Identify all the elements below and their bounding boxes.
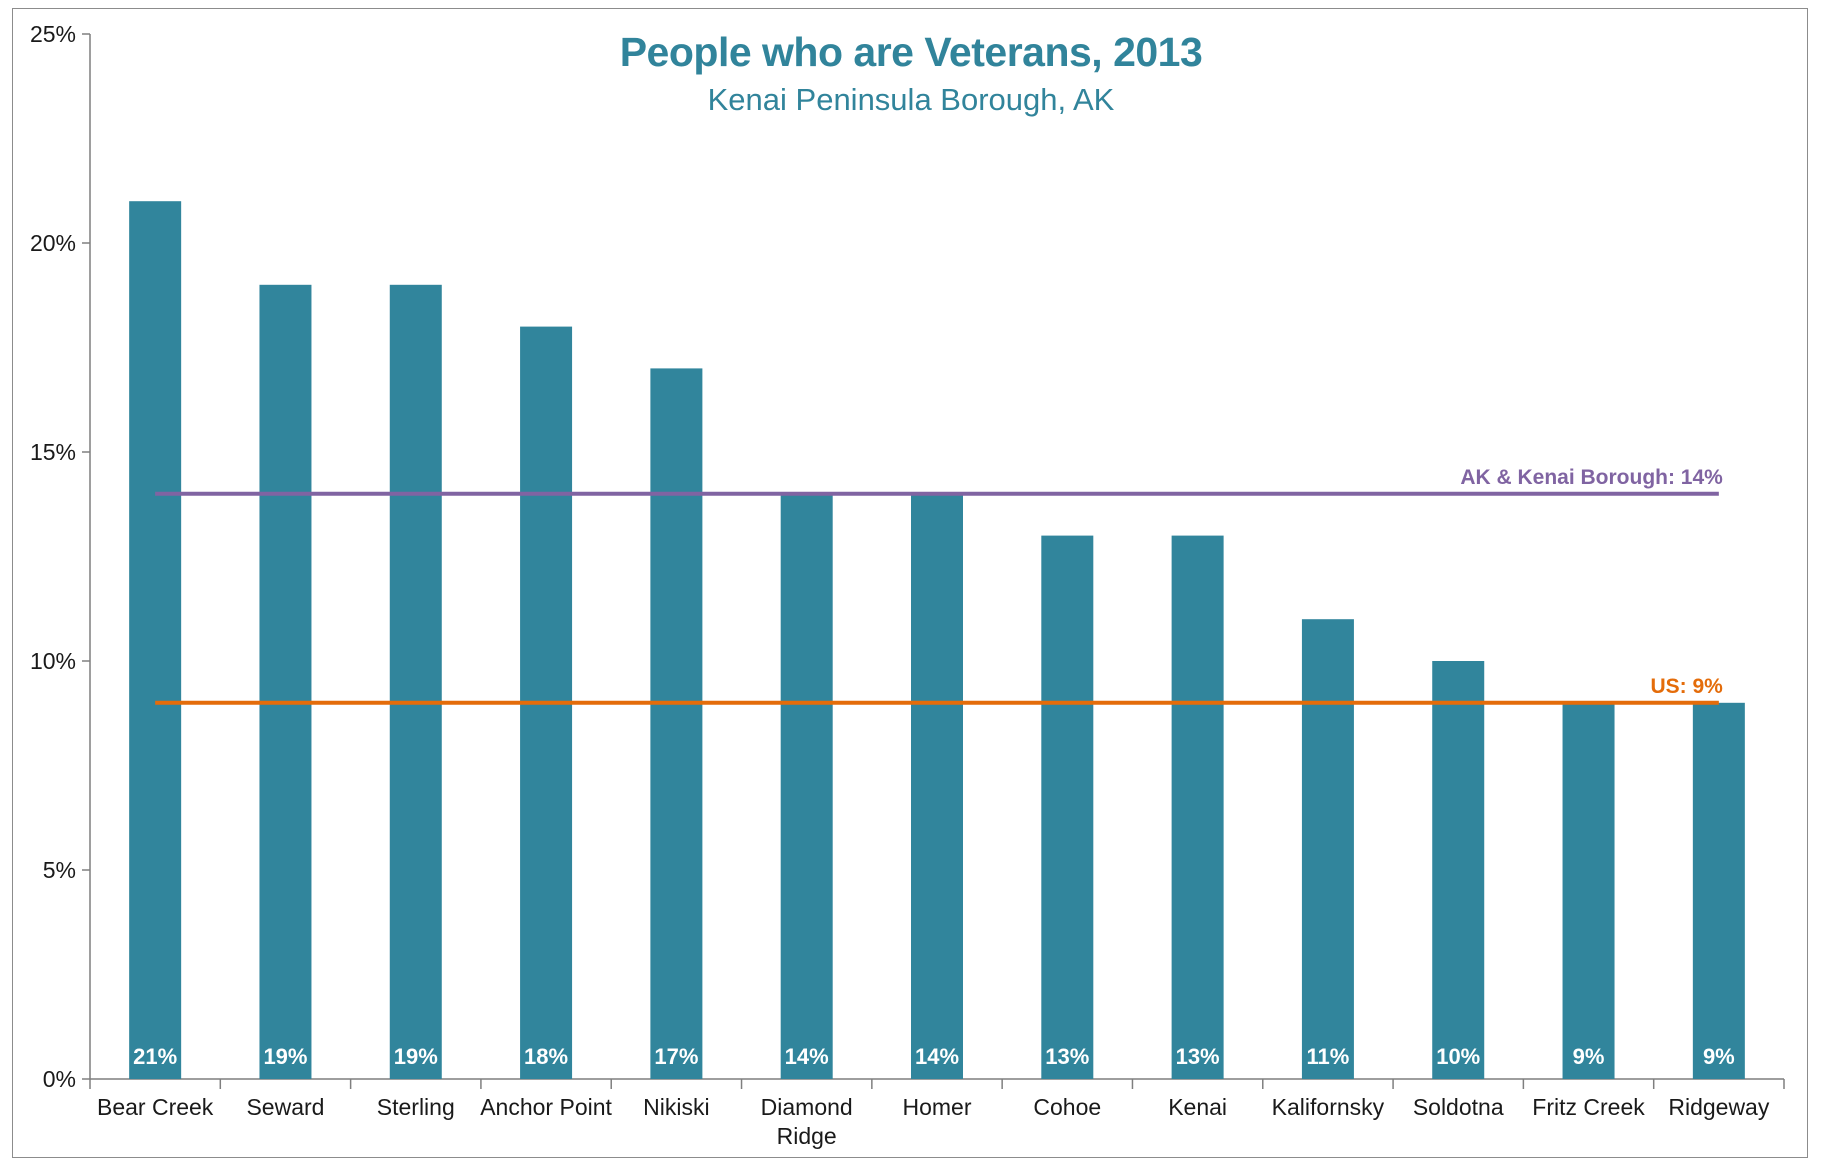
category-label: Nikiski [643, 1094, 709, 1120]
category-label: Ridgeway [1668, 1094, 1769, 1120]
category-label: Kalifornsky [1272, 1094, 1385, 1120]
bar [1301, 619, 1354, 1079]
bar-value-label: 11% [1307, 1044, 1350, 1069]
bar [911, 493, 963, 1079]
bar [1692, 702, 1745, 1079]
y-axis: 0% 5% 10% 15% 20% 25% [30, 21, 91, 1092]
category-label: Fritz Creek [1532, 1094, 1645, 1120]
bar [129, 201, 182, 1079]
chart-title: People who are Veterans, 2013 [620, 29, 1203, 75]
category-labels: Bear Creek Seward Sterling Anchor Point Niki… [97, 1094, 1770, 1149]
bar-value-label: 14% [915, 1044, 959, 1069]
category-label: Homer [902, 1094, 971, 1120]
category-label: Diamond Ridge [761, 1094, 853, 1149]
bar-value-label: 13% [1176, 1044, 1220, 1069]
chart-subtitle: Kenai Peninsula Borough, AK [708, 82, 1115, 117]
y-tick-label: 5% [43, 857, 76, 883]
bars [129, 201, 1745, 1080]
bar [259, 284, 312, 1079]
reference-line-label: US: 9% [1650, 675, 1723, 698]
y-tick-label: 10% [30, 648, 76, 674]
chart-frame [12, 8, 1808, 1158]
category-label: Soldotna [1413, 1094, 1504, 1120]
bar-value-label: 18% [524, 1044, 568, 1069]
bar-value-label: 21% [133, 1044, 177, 1069]
bar-value-label: 17% [654, 1044, 698, 1069]
bar [1562, 702, 1615, 1079]
x-axis [89, 1078, 1785, 1089]
bar [780, 493, 833, 1079]
category-label: Kenai [1168, 1094, 1227, 1120]
category-label: Sterling [377, 1094, 455, 1120]
y-tick-label: 0% [43, 1066, 76, 1092]
bar [1432, 661, 1485, 1079]
category-label: Seward [246, 1094, 324, 1120]
category-label: Cohoe [1033, 1094, 1101, 1120]
bar-value-label: 10% [1436, 1044, 1480, 1069]
y-tick-label: 25% [30, 21, 76, 47]
bar [650, 368, 703, 1079]
y-tick-label: 20% [30, 230, 76, 256]
data-labels: 21% 19% 19% 18% 17% 14% 14% 13% 13% 11% 10% 9% 9% [133, 1044, 1735, 1069]
reference-lines: AK & Kenai Borough: 14% US: 9% [155, 466, 1723, 705]
category-label: Anchor Point [480, 1094, 612, 1120]
bar [389, 284, 442, 1079]
bar-value-label: 19% [394, 1044, 438, 1069]
category-label: Bear Creek [97, 1094, 214, 1120]
bar-value-label: 14% [785, 1044, 829, 1069]
y-tick-label: 15% [30, 439, 76, 465]
bar-value-label: 19% [263, 1044, 307, 1069]
bar [1041, 535, 1094, 1079]
bar [1171, 535, 1224, 1079]
bar-value-label: 13% [1045, 1044, 1089, 1069]
reference-line-label: AK & Kenai Borough: 14% [1460, 466, 1723, 489]
bar-value-label: 9% [1703, 1044, 1735, 1069]
bar-value-label: 9% [1573, 1044, 1605, 1069]
